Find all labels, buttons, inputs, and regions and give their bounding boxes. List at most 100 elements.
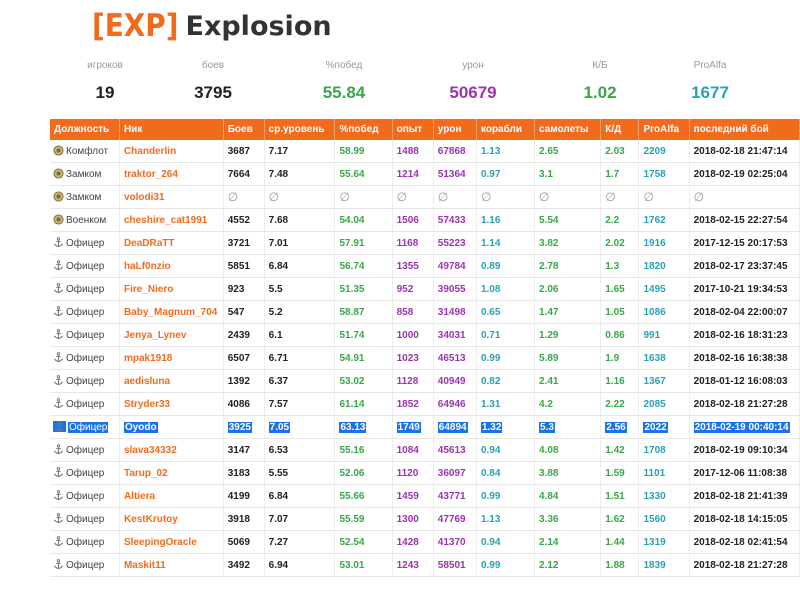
column-header[interactable]: последний бой xyxy=(689,119,800,140)
table-row[interactable]: Офицер Oyodo 3925 7.05 63.13 1749 64894 1.32 5.3… xyxy=(50,415,800,439)
cell-ships: 0.99 xyxy=(476,484,536,508)
column-header[interactable]: Ник xyxy=(119,119,224,140)
table-row[interactable]: Военком cheshire_cat1991 4552 7.68 54.04 1506… xyxy=(50,208,800,232)
nick-link[interactable]: Altiera xyxy=(119,484,224,508)
nick-link[interactable]: aedisluna xyxy=(119,369,224,393)
table-row[interactable]: Офицер Stryder33 4086 7.57 61.14 1852 64946 1.3… xyxy=(50,392,800,416)
nick-link[interactable]: Jenya_Lynev xyxy=(119,323,224,347)
cell-value: 61.14 xyxy=(339,398,365,410)
nick-label[interactable]: DeaDRaTT xyxy=(123,237,175,249)
nick-label[interactable]: cheshire_cat1991 xyxy=(123,214,208,226)
nick-label[interactable]: Baby_Magnum_704 xyxy=(123,306,218,318)
table-row[interactable]: Офицер SleepingOracle 5069 7.27 52.54 1428 413… xyxy=(50,530,800,554)
table-row[interactable]: Офицер KestKrutoy 3918 7.07 55.59 1300 47769 1.… xyxy=(50,507,800,531)
table-row[interactable]: Замком traktor_264 7664 7.48 55.64 1214 51364 0… xyxy=(50,162,800,186)
position-cell: Офицер xyxy=(50,484,120,508)
column-header[interactable]: опыт xyxy=(392,119,434,140)
column-header[interactable]: самолеты xyxy=(534,119,602,140)
nick-label[interactable]: volodi31 xyxy=(123,191,165,203)
cell-planes: 4.08 xyxy=(534,438,602,462)
cell-value: 1086 xyxy=(643,306,666,318)
nick-link[interactable]: volodi31 xyxy=(119,185,224,209)
cell-kd: 1.51 xyxy=(600,484,640,508)
table-row[interactable]: Офицер haLf0nzio 5851 6.84 56.74 1355 49784 0.8… xyxy=(50,254,800,278)
cell-value: 43771 xyxy=(437,490,466,502)
nick-label[interactable]: Chanderlin xyxy=(123,145,177,157)
nick-label[interactable]: Altiera xyxy=(123,490,156,502)
table-row[interactable]: Замком volodi31 ∅ ∅ ∅ ∅ ∅ ∅ ∅ ∅ ∅ ∅ xyxy=(50,185,800,209)
nick-label[interactable]: Maskit11 xyxy=(123,559,166,571)
cell-value: 1367 xyxy=(643,375,666,387)
column-header[interactable]: Должность xyxy=(50,119,120,140)
cell-lvl: 6.71 xyxy=(264,346,336,370)
cell-planes: 4.2 xyxy=(534,392,602,416)
cell-value: 5.2 xyxy=(268,306,283,318)
nick-label[interactable]: mpak1918 xyxy=(123,352,173,364)
cell-win: 54.04 xyxy=(334,208,393,232)
column-header[interactable]: ProAlfa xyxy=(638,119,690,140)
table-row[interactable]: Офицер Tarup_02 3183 5.55 52.06 1120 36097 0.84… xyxy=(50,461,800,485)
cell-value: 2018-02-18 21:27:28 xyxy=(693,398,788,410)
nick-link[interactable]: cheshire_cat1991 xyxy=(119,208,224,232)
nick-link[interactable]: Tarup_02 xyxy=(119,461,224,485)
table-row[interactable]: Офицер mpak1918 6507 6.71 54.91 1023 46513 0.99… xyxy=(50,346,800,370)
cell-planes: 2.14 xyxy=(534,530,602,554)
nick-link[interactable]: Fire_Niero xyxy=(119,277,224,301)
nick-link[interactable]: Stryder33 xyxy=(119,392,224,416)
cell-lvl: ∅ xyxy=(264,185,336,209)
nick-label[interactable]: Jenya_Lynev xyxy=(123,329,187,341)
cell-value: 1.14 xyxy=(480,237,501,249)
nick-link[interactable]: SleepingOracle xyxy=(119,530,224,554)
nick-label[interactable]: Fire_Niero xyxy=(123,283,174,295)
nick-label[interactable]: aedisluna xyxy=(123,375,171,387)
position-label: Офицер xyxy=(68,422,109,433)
nick-label[interactable]: Stryder33 xyxy=(123,398,171,410)
nick-label[interactable]: traktor_264 xyxy=(123,168,178,180)
nick-link[interactable]: slava34332 xyxy=(119,438,224,462)
table-row[interactable]: Офицер Baby_Magnum_704 547 5.2 58.87 858 31498… xyxy=(50,300,800,324)
position-label: Офицер xyxy=(66,445,105,456)
stat-2: %побед 55.84 xyxy=(289,60,399,103)
nick-label[interactable]: slava34332 xyxy=(123,444,177,456)
column-header[interactable]: К/Д xyxy=(600,119,640,140)
table-row[interactable]: Комфлот Chanderlin 3687 7.17 58.99 1488 67868 1… xyxy=(50,140,800,163)
cell-exp: 1488 xyxy=(392,140,434,163)
column-header[interactable]: корабли xyxy=(476,119,536,140)
nick-link[interactable]: Oyodo xyxy=(119,415,224,439)
nick-label[interactable]: Oyodo xyxy=(123,421,158,433)
table-row[interactable]: Офицер Jenya_Lynev 2439 6.1 51.74 1000 34031 0.… xyxy=(50,323,800,347)
table-row[interactable]: Офицер slava34332 3147 6.53 55.16 1084 45613 0.… xyxy=(50,438,800,462)
column-header[interactable]: Боев xyxy=(223,119,265,140)
column-header[interactable]: урон xyxy=(433,119,477,140)
nick-label[interactable]: haLf0nzio xyxy=(123,260,171,272)
nick-label[interactable]: Tarup_02 xyxy=(123,467,168,479)
table-row[interactable]: Офицер Fire_Niero 923 5.5 51.35 952 39055 1.08 2… xyxy=(50,277,800,301)
cell-ships: 1.32 xyxy=(476,415,536,439)
cell-value: 53.01 xyxy=(339,559,365,571)
cell-kd: ∅ xyxy=(600,185,640,209)
cell-value: 1330 xyxy=(643,490,666,502)
table-row[interactable]: Офицер DeaDRaTT 3721 7.01 57.91 1168 55223 1.14… xyxy=(50,231,800,255)
nick-link[interactable]: Maskit11 xyxy=(119,553,224,577)
nick-link[interactable]: Chanderlin xyxy=(119,140,224,163)
nick-link[interactable]: KestKrutoy xyxy=(119,507,224,531)
nick-label[interactable]: KestKrutoy xyxy=(123,513,178,525)
nick-link[interactable]: haLf0nzio xyxy=(119,254,224,278)
table-row[interactable]: Офицер aedisluna 1392 6.37 53.02 1128 40949 0.8… xyxy=(50,369,800,393)
column-header[interactable]: %побед xyxy=(334,119,393,140)
nick-link[interactable]: Baby_Magnum_704 xyxy=(119,300,224,324)
cell-value: 0.94 xyxy=(480,536,501,548)
stat-value: 3795 xyxy=(194,83,232,102)
column-header[interactable]: ср.уровень xyxy=(264,119,336,140)
nick-link[interactable]: mpak1918 xyxy=(119,346,224,370)
nick-link[interactable]: traktor_264 xyxy=(119,162,224,186)
cell-value: 1428 xyxy=(396,536,419,548)
cell-value: 56.74 xyxy=(339,260,365,272)
cell-value: 6.84 xyxy=(268,260,289,272)
cell-value: 7.48 xyxy=(268,168,289,180)
table-row[interactable]: Офицер Maskit11 3492 6.94 53.01 1243 58501 0.99… xyxy=(50,553,800,577)
table-row[interactable]: Офицер Altiera 4199 6.84 55.66 1459 43771 0.99 4… xyxy=(50,484,800,508)
nick-link[interactable]: DeaDRaTT xyxy=(119,231,224,255)
nick-label[interactable]: SleepingOracle xyxy=(123,536,197,548)
cell-lvl: 6.1 xyxy=(264,323,336,347)
